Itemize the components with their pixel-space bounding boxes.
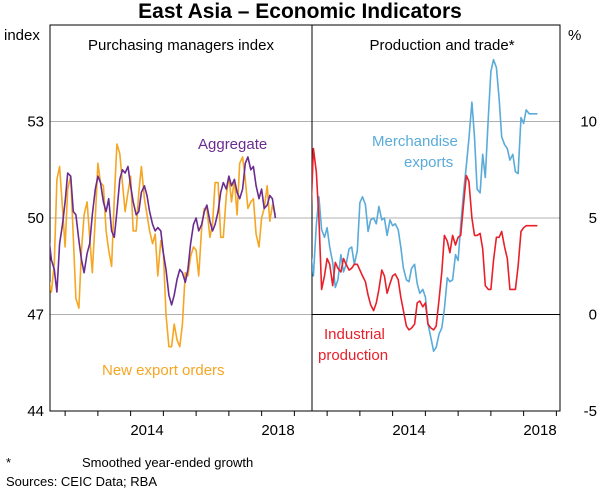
left-y-tick-label: 53 xyxy=(27,114,44,131)
industrial-production-label-line2: production xyxy=(318,347,388,364)
left-axis-unit-label: index xyxy=(4,27,40,44)
footnote-asterisk: * xyxy=(6,455,11,470)
x-tick-label-right-2018: 2018 xyxy=(523,422,556,439)
x-tick-marks xyxy=(64,411,557,416)
left-panel-gridlines xyxy=(50,121,312,315)
right-y-tick-label: -5 xyxy=(584,403,597,420)
right-axis-unit-label: % xyxy=(568,27,581,44)
right-y-tick-label: 10 xyxy=(580,114,597,131)
chart-title: East Asia – Economic Indicators xyxy=(138,0,462,23)
left-y-tick-labels: 44 47 50 53 xyxy=(27,114,44,421)
sources-text: Sources: CEIC Data; RBA xyxy=(6,474,157,489)
right-y-tick-label: 0 xyxy=(589,307,597,324)
left-panel-title: Purchasing managers index xyxy=(88,37,274,54)
right-panel-title: Production and trade* xyxy=(369,37,514,54)
merchandise-exports-label-line1: Merchandise xyxy=(372,133,458,150)
footnote-text: Smoothed year-ended growth xyxy=(82,455,253,470)
right-panel-gridlines xyxy=(312,121,560,315)
plot-frame xyxy=(49,24,561,412)
new-export-orders-label: New export orders xyxy=(102,362,225,379)
x-tick-label-left-2014: 2014 xyxy=(130,422,163,439)
merchandise-exports-line xyxy=(312,58,538,352)
merchandise-exports-label-line2: exports xyxy=(404,154,453,171)
aggregate-line xyxy=(50,156,277,306)
aggregate-label: Aggregate xyxy=(198,136,267,153)
x-tick-label-right-2014: 2014 xyxy=(392,422,425,439)
right-y-tick-label: 5 xyxy=(589,210,597,227)
left-y-tick-label: 50 xyxy=(27,210,44,227)
left-y-tick-label: 44 xyxy=(27,403,44,420)
right-y-tick-labels: -5 0 5 10 xyxy=(580,114,597,421)
left-y-tick-label: 47 xyxy=(27,307,44,324)
industrial-production-label-line1: Industrial xyxy=(324,326,385,343)
industrial-production-line xyxy=(312,147,538,331)
x-tick-label-left-2018: 2018 xyxy=(261,422,294,439)
